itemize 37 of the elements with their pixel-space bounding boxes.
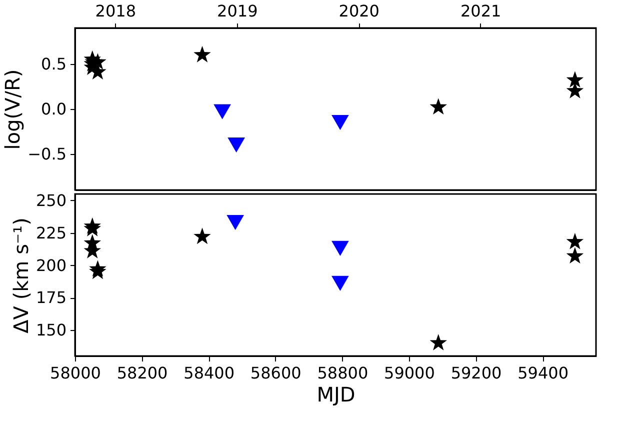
x2-tick-label: 2021: [460, 2, 502, 20]
point: [194, 228, 211, 244]
point: [332, 240, 349, 256]
y-axis-title: log(V/R): [0, 69, 25, 150]
y-tick-label: 175: [36, 288, 66, 308]
x2-tick-label: 2019: [217, 2, 258, 20]
point: [566, 82, 584, 98]
x-axis-title: MJD: [316, 382, 356, 406]
point: [332, 115, 349, 130]
y-tick-label: 200: [36, 256, 66, 275]
point: [430, 98, 447, 115]
point: [194, 46, 211, 62]
point: [226, 215, 244, 230]
x-tick-label: 59000: [384, 364, 435, 382]
y-tick-label: 250: [36, 190, 66, 210]
x-tick-label: 58600: [250, 364, 302, 382]
x2-tick-label: 2018: [95, 2, 136, 20]
x-tick-label: 59200: [450, 364, 502, 382]
point: [566, 247, 584, 264]
x-tick-label: 59400: [518, 364, 569, 382]
x2-tick-label: 2020: [338, 2, 380, 20]
point: [214, 104, 231, 120]
point: [566, 71, 584, 88]
x-tick-label: 58800: [317, 364, 368, 382]
y-axis-title: ΔV (km s⁻¹): [8, 218, 33, 334]
point: [332, 276, 349, 291]
x-tick-label: 58400: [184, 364, 235, 382]
point: [228, 138, 245, 152]
y-tick-label: 150: [36, 320, 66, 340]
point: [566, 232, 584, 250]
x-tick-label: 58000: [50, 364, 101, 382]
y-tick-label: −0.5: [28, 144, 66, 164]
point: [430, 334, 447, 350]
y-tick-label: 225: [36, 223, 66, 242]
y-tick-label: 0.0: [41, 100, 66, 118]
x-tick-label: 58200: [116, 364, 168, 382]
y-tick-label: 0.5: [41, 54, 66, 74]
